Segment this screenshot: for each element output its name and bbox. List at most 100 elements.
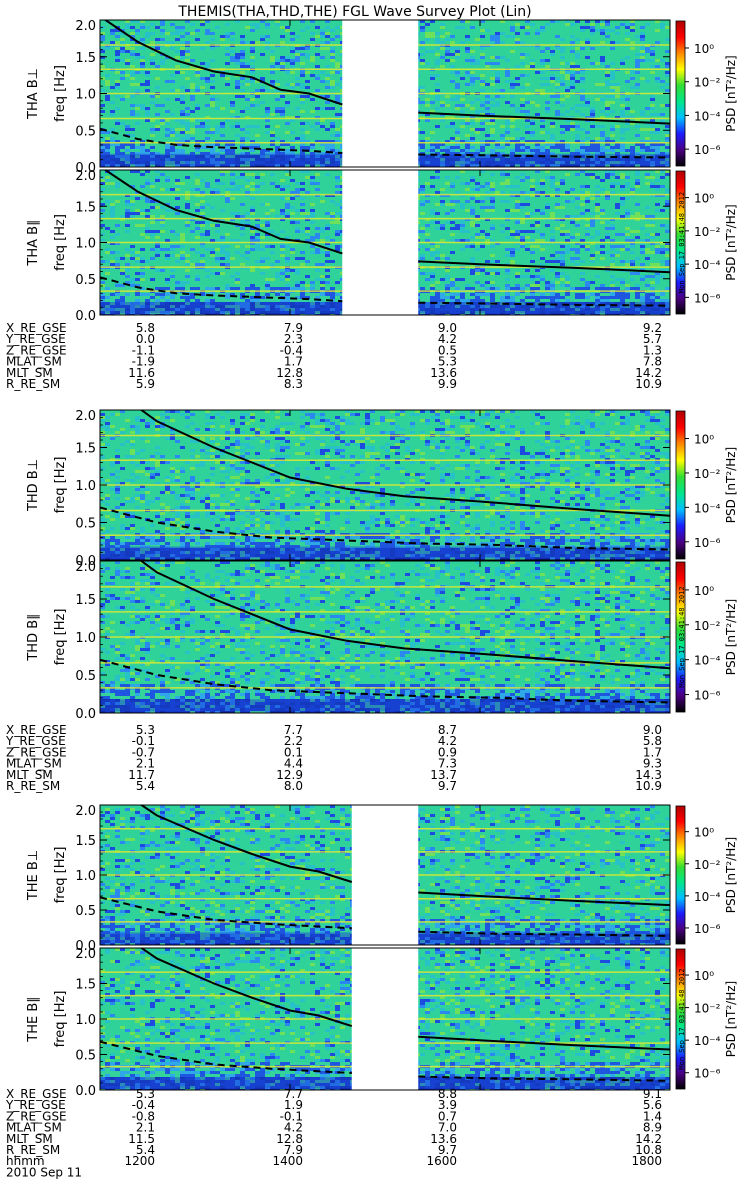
ephemeris-row-label: R_RE_SM [6,779,60,793]
ephemeris-table: X_RE_GSE 5.3 7.7 8.8 9.1 Y_RE_GSE -0.4 1.9 3.9 5.… [5,1087,662,1157]
y-tick-label: 0.5 [75,273,96,288]
data-gap [351,947,419,1091]
colorbar-label: PSD [nT²/Hz] [724,599,738,675]
colorbar-tick-label: 10⁻⁴ [694,109,721,123]
x-axis-row-label: hhmm [6,1154,45,1168]
ephemeris-value: 2.1 [136,757,155,771]
ephemeris-value: 9.2 [643,321,662,335]
panel-ylabel: THE B⊥ [26,850,41,901]
spectrogram-panel: 0.0 0.5 1.0 1.5 2.0 THD B⊥ freq [Hz] 10⁰ 10⁻² 10⁻… [26,409,738,569]
ephemeris-value: 13.6 [430,1132,457,1146]
ephemeris-value: 5.8 [136,321,155,335]
helium-gyrofrequency-line [100,276,343,303]
y-tick-label: 0.0 [75,554,96,569]
ephemeris-row-label: MLAT_SM [6,1121,62,1135]
ephemeris-row-label: MLT_SM [6,768,53,782]
axis-ylabel: freq [Hz] [53,847,68,904]
y-tick-label: 0.5 [75,669,96,684]
spectrogram-pixels [100,561,670,713]
panel-ylabel: THA B⊥ [26,68,41,120]
colorbar-tick-label: 10⁰ [694,192,714,206]
gyrofrequency-line [139,805,353,883]
colorbar-tick-label: 10⁻⁴ [694,258,721,272]
x-tick-label: 1400 [272,1154,303,1168]
ephemeris-value: 5.3 [136,1087,155,1101]
plot-title: THEMIS(THA,THD,THE) FGL Wave Survey Plot… [177,4,531,20]
data-gap [351,804,419,946]
y-tick-label: 2.0 [75,169,96,184]
ephemeris-value: 5.3 [136,723,155,737]
axis-ylabel: freq [Hz] [53,609,68,666]
colorbar-tick-label: 10⁻⁴ [694,890,721,904]
spectrogram-panel: 0.0 0.5 1.0 1.5 2.0 THA B∥ freq [Hz] 10⁰ 10⁻² 10⁻… [26,169,738,324]
colorbar-tick-label: 10⁻⁶ [694,689,721,703]
colorbar [675,20,686,167]
gyrofrequency-line [418,111,670,125]
ephemeris-value: 4.2 [284,1121,303,1135]
ephemeris-value: 8.3 [284,377,303,391]
colorbar-tick-label: 10⁻² [694,225,721,239]
ephemeris-value: 4.2 [438,734,457,748]
y-tick-label: 0.0 [75,707,96,722]
gyrofrequency-line [103,20,343,106]
gyrofrequency-line [139,561,670,670]
colorbar-tick-label: 10⁻⁶ [694,1067,721,1081]
ephemeris-row-label: MLAT_SM [6,355,62,369]
y-tick-label: 1.5 [75,834,96,849]
y-tick-label: 1.5 [75,51,96,66]
y-tick-label: 1.5 [75,200,96,215]
spectrogram-panel: 0.0 0.5 1.0 1.5 2.0 THE B⊥ freq [Hz] 10⁰ 10⁻² 10⁻… [26,804,738,954]
y-tick-label: 2.0 [75,409,96,424]
ephemeris-value: 10.9 [635,779,662,793]
colorbar-tick-label: 10⁻² [694,1002,721,1016]
ephemeris-value: 4.4 [284,757,303,771]
spectrogram-pixels [100,410,670,560]
ephemeris-value: 9.1 [643,1087,662,1101]
ephemeris-value: 14.3 [635,768,662,782]
colorbar-label: PSD [nT²/Hz] [724,204,738,280]
y-tick-label: 2.0 [75,19,96,34]
ephemeris-value: 0.1 [284,745,303,759]
ephemeris-value: 0.5 [438,343,457,357]
panel-ylabel: THE B∥ [26,996,41,1042]
ephemeris-value: 3.9 [438,1098,457,1112]
data-gap [342,19,419,168]
y-tick-label: 1.5 [75,978,96,993]
ephemeris-value: 7.0 [438,1121,457,1135]
axis-ylabel: freq [Hz] [53,991,68,1048]
ephemeris-value: 12.8 [276,366,303,380]
ephemeris-row-label: MLAT_SM [6,757,62,771]
helium-gyrofrequency-line [100,506,670,551]
helium-gyrofrequency-line [418,301,670,307]
ephemeris-row-label: MLT_SM [6,1132,53,1146]
y-tick-label: 1.0 [75,631,96,646]
ephemeris-value: 10.8 [635,1143,662,1157]
ephemeris-value: 0.9 [438,745,457,759]
ephemeris-table: X_RE_GSE 5.3 7.7 8.7 9.0 Y_RE_GSE -0.1 2.2 4.2 5.… [5,723,662,793]
colorbar-tick-label: 10⁻⁶ [694,536,721,550]
ephemeris-row-label: R_RE_SM [6,1143,60,1157]
ephemeris-value: 5.6 [643,1098,662,1112]
colorbar-label: PSD [nT²/Hz] [724,837,738,913]
creation-timestamp: Mon Sep 17 03:41:48 2012 [678,192,686,293]
colorbar [675,948,686,1090]
helium-gyrofrequency-line [418,930,670,937]
y-tick-label: 2.0 [75,804,96,819]
colorbar-tick-label: 10⁻⁴ [694,654,721,668]
colorbar-label: PSD [nT²/Hz] [724,447,738,523]
y-tick-label: 2.0 [75,560,96,575]
colorbar-tick-label: 10⁻² [694,858,721,872]
helium-gyrofrequency-line [100,658,670,704]
ephemeris-value: 5.9 [136,377,155,391]
ephemeris-value: 5.8 [643,734,662,748]
low-frequency-band [100,699,670,712]
ephemeris-value: 5.4 [136,779,155,793]
ephemeris-value: -0.7 [132,745,155,759]
ephemeris-row-label: Y_RE_GSE [5,734,66,748]
colorbar-tick-label: 10⁻⁴ [694,501,721,515]
ephemeris-value: 1.3 [643,343,662,357]
ephemeris-value: 9.7 [438,779,457,793]
x-axis-date: 2010 Sep 11 [6,1165,82,1179]
ephemeris-value: 12.8 [276,1132,303,1146]
